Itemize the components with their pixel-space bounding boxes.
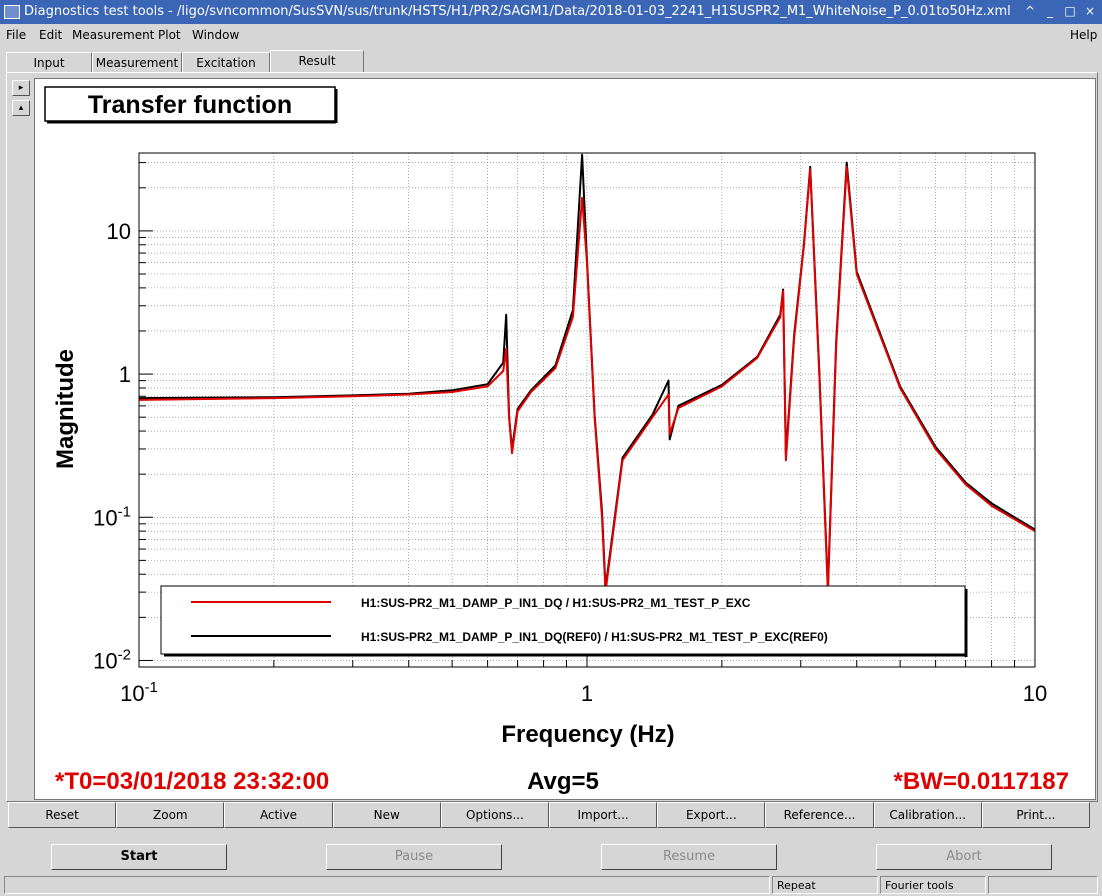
window-titlebar: Diagnostics test tools - /ligo/svncommon… [0, 0, 1102, 24]
pad-next-button[interactable]: ▸ [12, 80, 30, 96]
menu-measurement[interactable]: Measurement [72, 28, 155, 42]
options-button[interactable]: Options... [440, 802, 550, 828]
plot-canvas[interactable]: Transfer function 10-1 1 10 10-2 10-1 1 10 Fr… [34, 78, 1096, 800]
plot-area [139, 153, 1035, 667]
print-button[interactable]: Print... [981, 802, 1091, 828]
status-main [4, 876, 770, 894]
menubar: File Edit Measurement Plot Window Help [0, 24, 1102, 46]
x-axis-label: Frequency (Hz) [501, 721, 674, 748]
y-ticks: 10-2 10-1 1 10 [93, 162, 153, 673]
menu-file[interactable]: File [6, 28, 27, 42]
legend: H1:SUS-PR2_M1_DAMP_P_IN1_DQ / H1:SUS-PR2… [160, 585, 968, 657]
window-menu-icon[interactable] [4, 5, 20, 19]
zoom-button[interactable]: Zoom [116, 802, 225, 828]
menu-help[interactable]: Help [1070, 28, 1098, 42]
x-tick-label: 10-1 [120, 679, 158, 706]
calibration-button[interactable]: Calibration... [873, 802, 982, 828]
statusbar: Repeat Fourier tools [0, 874, 1102, 896]
tab-measurement[interactable]: Measurement [92, 52, 182, 73]
y-axis-label: Magnitude [52, 349, 79, 469]
legend-label-measured: H1:SUS-PR2_M1_DAMP_P_IN1_DQ / H1:SUS-PR2… [361, 596, 751, 610]
status-extra [988, 876, 1098, 894]
series-lines [138, 153, 1036, 594]
y-tick-label: 1 [119, 362, 131, 387]
menu-edit[interactable]: Edit [39, 28, 63, 42]
window-title: Diagnostics test tools - /ligo/svncommon… [24, 4, 1011, 19]
maximize-icon[interactable]: □ [1064, 4, 1076, 18]
tab-input[interactable]: Input [6, 52, 92, 73]
series-line-measured [138, 165, 1036, 594]
pause-button[interactable]: Pause [326, 844, 502, 870]
transfer-function-chart[interactable]: Transfer function 10-1 1 10 10-2 10-1 1 10 Fr… [35, 79, 1095, 799]
status-fourier: Fourier tools [880, 876, 986, 894]
abort-button[interactable]: Abort [876, 844, 1052, 870]
t0-label: *T0=03/01/2018 23:32:00 [55, 768, 329, 795]
active-button[interactable]: Active [224, 802, 333, 828]
window-controls: ^ _ □ × [1016, 3, 1098, 21]
result-panel [6, 72, 1098, 802]
plot-button-bar: Reset Zoom Active New Options... Import.… [8, 802, 1091, 828]
tab-excitation[interactable]: Excitation [182, 52, 270, 73]
y-tick-label: 10 [107, 219, 131, 244]
import-button[interactable]: Import... [549, 802, 658, 828]
resume-button[interactable]: Resume [601, 844, 777, 870]
shade-icon[interactable]: ^ [1024, 4, 1036, 18]
x-tick-label: 10 [1023, 681, 1047, 706]
menu-window[interactable]: Window [192, 28, 240, 42]
menu-plot[interactable]: Plot [158, 28, 181, 42]
y-tick-label: 10-1 [93, 503, 131, 530]
new-button[interactable]: New [332, 802, 441, 828]
pad-up-button[interactable]: ▴ [12, 100, 30, 116]
y-tick-label: 10-2 [93, 646, 131, 673]
reset-button[interactable]: Reset [8, 802, 117, 828]
close-icon[interactable]: × [1084, 4, 1096, 18]
minimize-icon[interactable]: _ [1047, 4, 1053, 18]
tab-result[interactable]: Result [270, 50, 364, 73]
legend-label-reference: H1:SUS-PR2_M1_DAMP_P_IN1_DQ(REF0) / H1:S… [361, 630, 828, 644]
plot-frame [138, 152, 1036, 668]
chart-title: Transfer function [88, 91, 292, 119]
bw-label: *BW=0.0117187 [894, 768, 1069, 795]
export-button[interactable]: Export... [657, 802, 766, 828]
x-tick-label: 1 [581, 681, 593, 706]
status-repeat: Repeat [772, 876, 878, 894]
start-button[interactable]: Start [51, 844, 227, 870]
avg-label: Avg=5 [527, 768, 599, 795]
reference-button[interactable]: Reference... [765, 802, 874, 828]
grid [138, 153, 1035, 668]
